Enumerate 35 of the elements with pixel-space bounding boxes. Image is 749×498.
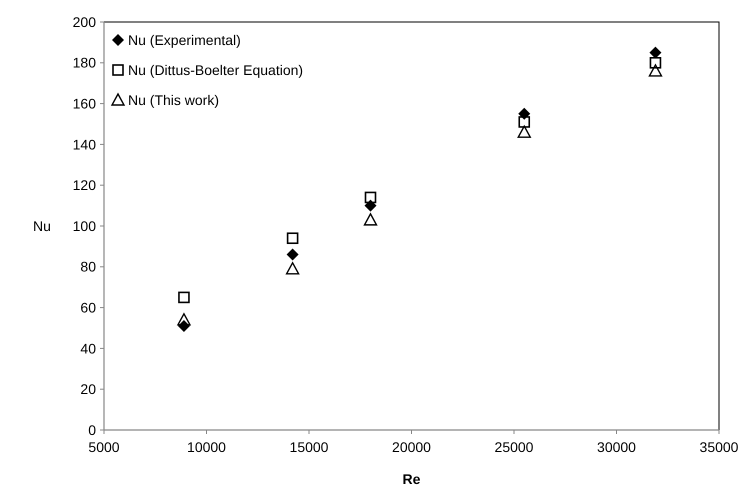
point bbox=[648, 64, 662, 77]
x-tick-label: 10000 bbox=[187, 439, 226, 455]
point bbox=[286, 248, 299, 261]
point bbox=[649, 46, 662, 59]
x-tick-label: 30000 bbox=[597, 439, 636, 455]
y-tick-label: 40 bbox=[80, 340, 96, 356]
legend-label: Nu (Experimental) bbox=[128, 32, 241, 48]
y-axis-title: Nu bbox=[33, 218, 51, 234]
point bbox=[286, 232, 298, 244]
x-tick-label: 5000 bbox=[88, 439, 120, 455]
y-tick-label: 0 bbox=[88, 422, 96, 438]
y-tick-label: 200 bbox=[72, 14, 96, 30]
point bbox=[286, 262, 300, 275]
y-tick-label: 180 bbox=[72, 54, 96, 71]
x-axis-title: Re bbox=[402, 471, 421, 487]
point bbox=[518, 116, 530, 128]
point bbox=[650, 57, 662, 69]
y-tick-label: 60 bbox=[80, 300, 96, 316]
legend-label: Nu (This work) bbox=[128, 92, 220, 108]
y-tick-label: 80 bbox=[80, 258, 96, 275]
x-tick-label: 20000 bbox=[392, 439, 432, 455]
y-tick-label: 20 bbox=[80, 381, 96, 398]
x-tick-label: 35000 bbox=[700, 439, 739, 455]
y-tick-label: 140 bbox=[72, 136, 96, 152]
point bbox=[364, 213, 378, 226]
x-tick-label: 25000 bbox=[494, 439, 534, 455]
y-tick-label: 100 bbox=[72, 218, 96, 234]
point bbox=[177, 313, 191, 326]
y-tick-label: 120 bbox=[72, 177, 96, 194]
point bbox=[364, 192, 376, 204]
point bbox=[178, 292, 190, 304]
point bbox=[518, 125, 531, 138]
legend-label: Nu (Dittus-Boelter Equation) bbox=[128, 62, 304, 78]
y-tick-label: 160 bbox=[72, 96, 96, 112]
x-tick-label: 15000 bbox=[290, 439, 329, 455]
